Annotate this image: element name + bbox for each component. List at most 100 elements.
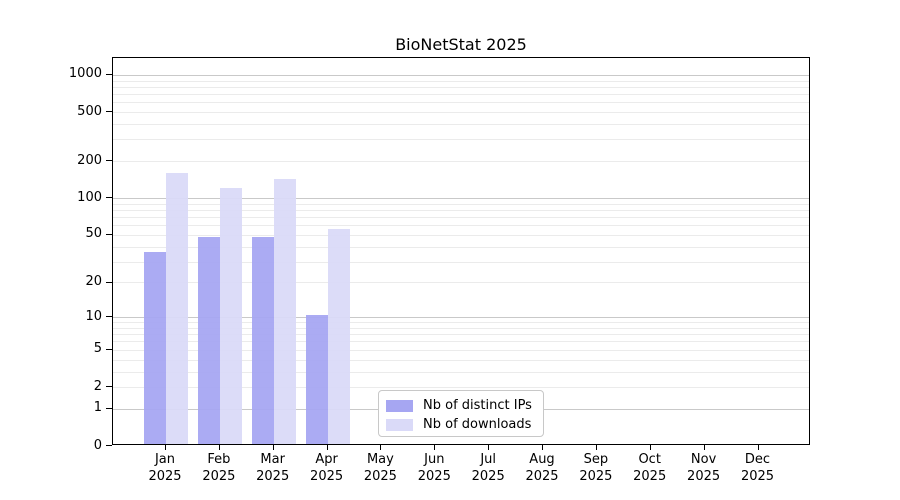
gridline-major bbox=[113, 198, 809, 200]
y-tick-mark bbox=[106, 386, 112, 387]
bar-downloads bbox=[273, 178, 296, 444]
x-tick-mark bbox=[649, 445, 651, 450]
gridline-minor bbox=[113, 203, 809, 205]
gridline-minor bbox=[113, 80, 809, 82]
y-tick-label: 2 bbox=[93, 378, 102, 394]
x-tick-label: Feb 2025 bbox=[187, 451, 251, 485]
y-tick-label: 200 bbox=[77, 152, 102, 168]
gridline-major bbox=[113, 74, 809, 76]
x-tick-month: Aug bbox=[529, 452, 555, 467]
x-tick-label: Jan 2025 bbox=[133, 451, 197, 485]
legend-item-distinct-ips: Nb of distinct IPs bbox=[386, 396, 543, 415]
chart-title: BioNetStat 2025 bbox=[395, 35, 527, 54]
x-tick-year: 2025 bbox=[633, 469, 667, 484]
gridline-minor bbox=[113, 349, 809, 351]
gridline-minor bbox=[113, 386, 809, 388]
y-tick-label: 5 bbox=[93, 341, 102, 357]
x-tick-mark bbox=[595, 445, 597, 450]
y-tick-label: 500 bbox=[77, 103, 102, 119]
x-tick-label: Nov 2025 bbox=[672, 451, 736, 485]
gridline-minor bbox=[113, 234, 809, 236]
x-tick-year: 2025 bbox=[525, 469, 559, 484]
x-tick-month: Dec bbox=[744, 452, 771, 467]
y-tick-label: 1000 bbox=[68, 66, 102, 82]
bar-downloads bbox=[166, 172, 188, 444]
x-tick-mark bbox=[272, 445, 274, 450]
gridline-minor bbox=[113, 86, 809, 88]
gridline-minor bbox=[113, 246, 809, 248]
x-tick-year: 2025 bbox=[148, 469, 182, 484]
x-tick-mark bbox=[165, 445, 166, 450]
y-tick-label: 1 bbox=[93, 400, 102, 416]
x-tick-label: Aug 2025 bbox=[510, 451, 574, 485]
gridline-minor bbox=[113, 341, 809, 343]
x-tick-mark bbox=[488, 445, 490, 450]
gridline-minor bbox=[113, 94, 809, 96]
x-tick-year: 2025 bbox=[471, 469, 505, 484]
x-tick-label: Jun 2025 bbox=[402, 451, 466, 485]
gridline-minor bbox=[113, 327, 809, 329]
gridline-minor bbox=[113, 102, 809, 104]
x-tick-mark bbox=[757, 445, 759, 450]
y-tick-mark bbox=[106, 316, 112, 318]
bar-distinct-ips bbox=[144, 251, 166, 444]
x-tick-label: Oct 2025 bbox=[618, 451, 682, 485]
y-tick-mark bbox=[106, 281, 112, 283]
y-tick-mark bbox=[106, 160, 112, 162]
x-tick-month: Nov bbox=[690, 452, 717, 467]
gridline-minor bbox=[113, 225, 809, 227]
y-tick-mark bbox=[106, 73, 112, 75]
x-tick-month: Jul bbox=[480, 452, 497, 467]
x-tick-label: Jul 2025 bbox=[456, 451, 520, 485]
gridline-minor bbox=[113, 371, 809, 373]
y-tick-mark bbox=[106, 111, 112, 113]
x-tick-mark bbox=[542, 445, 543, 450]
y-tick-label: 0 bbox=[93, 437, 102, 453]
x-tick-year: 2025 bbox=[417, 469, 451, 484]
y-tick-mark bbox=[106, 233, 112, 235]
y-tick-mark bbox=[106, 407, 112, 409]
x-tick-label: May 2025 bbox=[348, 451, 412, 485]
x-tick-mark bbox=[703, 445, 705, 450]
y-tick-label: 20 bbox=[85, 274, 102, 289]
x-tick-year: 2025 bbox=[202, 469, 236, 484]
x-tick-label: Dec 2025 bbox=[726, 451, 790, 485]
gridline-minor bbox=[113, 112, 809, 114]
legend-swatch-downloads bbox=[386, 418, 413, 431]
x-tick-mark bbox=[380, 445, 382, 450]
bar-distinct-ips bbox=[197, 237, 220, 444]
x-tick-label: Mar 2025 bbox=[241, 451, 305, 485]
x-tick-year: 2025 bbox=[310, 469, 344, 484]
gridline-minor bbox=[113, 139, 809, 141]
y-tick-label: 100 bbox=[77, 189, 102, 205]
y-tick-mark bbox=[106, 445, 112, 446]
gridline-minor bbox=[113, 261, 809, 263]
gridline-minor bbox=[113, 359, 809, 361]
gridline-major bbox=[113, 317, 809, 319]
legend-label-downloads: Nb of downloads bbox=[423, 417, 532, 432]
y-tick-mark bbox=[106, 348, 112, 350]
x-tick-year: 2025 bbox=[687, 469, 721, 484]
x-tick-month: Jan bbox=[154, 452, 176, 467]
y-tick-label: 10 bbox=[85, 308, 102, 324]
bar-downloads bbox=[327, 228, 350, 444]
x-tick-mark bbox=[326, 445, 328, 450]
y-tick-label: 50 bbox=[85, 226, 102, 242]
gridline-minor bbox=[113, 322, 809, 324]
x-tick-month: May bbox=[366, 452, 394, 467]
x-tick-month: Feb bbox=[207, 452, 231, 467]
x-tick-mark bbox=[434, 445, 436, 450]
x-tick-label: Sep 2025 bbox=[564, 451, 628, 485]
x-tick-mark bbox=[218, 445, 220, 450]
gridline-minor bbox=[113, 161, 809, 163]
bar-distinct-ips bbox=[305, 315, 328, 444]
x-tick-month: Mar bbox=[260, 452, 285, 467]
gridline-minor bbox=[113, 209, 809, 211]
legend: Nb of distinct IPs Nb of downloads bbox=[378, 390, 544, 437]
y-tick-mark bbox=[106, 197, 112, 199]
x-tick-label: Apr 2025 bbox=[295, 451, 359, 485]
gridline-minor bbox=[113, 282, 809, 284]
gridline-minor bbox=[113, 124, 809, 126]
x-tick-month: Oct bbox=[638, 452, 661, 467]
